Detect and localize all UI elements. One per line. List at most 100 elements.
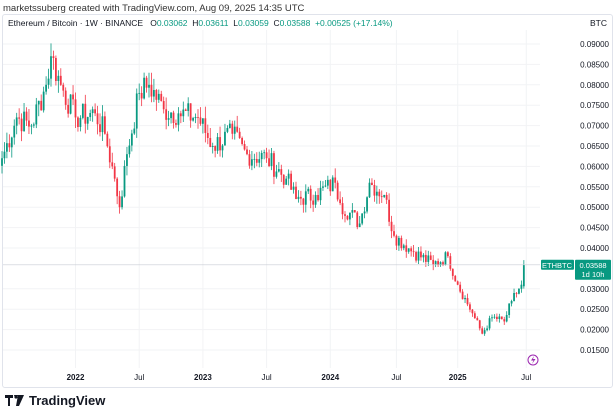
- candle-body: [434, 261, 437, 265]
- chart-credit: marketssuberg created with TradingView.c…: [3, 3, 305, 14]
- candle-body: [373, 184, 376, 196]
- candle-body: [304, 191, 307, 205]
- candle-body: [108, 146, 111, 163]
- candle-body: [91, 109, 94, 114]
- candle-body: [219, 137, 221, 151]
- candle-body: [77, 117, 79, 127]
- candle-body: [295, 186, 297, 200]
- close-value: 0.03588: [279, 18, 311, 28]
- candle-body: [410, 248, 413, 252]
- candle-body: [520, 284, 523, 289]
- candle-body: [322, 186, 324, 188]
- candle-body: [344, 214, 346, 216]
- candle-body: [62, 84, 65, 91]
- open-value: 0.03062: [156, 18, 188, 28]
- candle-body: [57, 75, 60, 82]
- candle-body: [407, 248, 410, 252]
- candle-body: [67, 104, 70, 114]
- candle-body: [81, 103, 84, 118]
- y-tick-label: 0.02500: [580, 305, 609, 314]
- candle-body: [405, 245, 408, 252]
- candle-body: [292, 186, 295, 190]
- candle-body: [202, 118, 204, 124]
- candle-body: [143, 77, 145, 99]
- candle-body: [189, 103, 192, 121]
- candle-body: [285, 178, 288, 185]
- candle-body: [398, 237, 400, 246]
- x-tick-label: 2023: [194, 373, 212, 382]
- candle-body: [518, 288, 520, 294]
- candle-body: [314, 194, 317, 205]
- candle-body: [260, 152, 263, 160]
- candle-body: [334, 177, 337, 183]
- open-label: O: [150, 18, 157, 28]
- candle-body: [30, 125, 33, 127]
- candle-body: [346, 215, 349, 220]
- candle-body: [385, 194, 388, 200]
- candle-body: [255, 158, 258, 163]
- candle-body: [148, 84, 150, 88]
- lightning-icon-glyph: [531, 356, 536, 364]
- x-tick-label: 2024: [321, 373, 339, 382]
- candle-body: [175, 123, 177, 125]
- candle-body: [488, 318, 491, 329]
- candle-body: [165, 109, 168, 120]
- candle-body: [400, 237, 403, 249]
- candle-body: [422, 254, 425, 258]
- high-label: H: [192, 18, 199, 28]
- logo-text: TradingView: [29, 393, 106, 408]
- candle-body: [192, 118, 194, 121]
- y-tick-label: 0.06500: [580, 142, 609, 151]
- candle-body: [133, 128, 136, 134]
- candle-body: [138, 92, 141, 94]
- candle-body: [432, 259, 435, 265]
- candle-body: [209, 137, 212, 147]
- low-label: L: [233, 18, 238, 28]
- candle-body: [177, 113, 180, 125]
- candle-body: [35, 104, 38, 125]
- candle-body: [307, 188, 310, 192]
- candle-body: [302, 198, 305, 205]
- x-tick-label: 2022: [67, 373, 85, 382]
- candle-body: [248, 154, 251, 166]
- lightning-icon[interactable]: [527, 354, 539, 366]
- high-value: 0.03611: [198, 18, 229, 28]
- candle-body: [86, 117, 89, 124]
- candle-body: [74, 99, 77, 118]
- candle-body: [339, 199, 341, 204]
- chart-frame[interactable]: [2, 14, 613, 388]
- tradingview-logo[interactable]: TradingView: [5, 393, 105, 408]
- candle-body: [94, 109, 96, 114]
- candle-body: [42, 91, 45, 111]
- symbol-legend: Ethereum / Bitcoin · 1W · BINANCE O0.030…: [8, 18, 393, 28]
- candle-body: [197, 117, 199, 118]
- candle-body: [363, 211, 366, 214]
- candle-body: [449, 256, 452, 269]
- symbol-title[interactable]: Ethereum / Bitcoin · 1W · BINANCE: [8, 18, 144, 28]
- candle-body: [89, 113, 92, 118]
- candle-body: [28, 120, 30, 127]
- candle-body: [101, 116, 104, 133]
- candle-body: [265, 152, 268, 159]
- candle-body: [341, 203, 344, 215]
- candle-body: [236, 126, 239, 132]
- candle-body: [243, 144, 246, 150]
- low-value: 0.03059: [238, 18, 269, 28]
- candle-body: [32, 124, 35, 126]
- candle-body: [329, 179, 332, 192]
- candle-body: [300, 196, 302, 199]
- candle-body: [69, 94, 72, 114]
- candle-body: [491, 317, 493, 319]
- candle-body: [128, 145, 131, 155]
- candle-body: [483, 330, 486, 334]
- candle-body: [268, 158, 270, 167]
- candle-body: [481, 328, 484, 334]
- candle-body: [388, 199, 390, 222]
- candle-body: [451, 268, 454, 276]
- candle-body: [473, 313, 476, 319]
- candle-body: [351, 210, 354, 213]
- candle-body: [251, 159, 253, 166]
- ticker-tag: [541, 259, 574, 270]
- last-price-value: 0.03588: [579, 261, 606, 270]
